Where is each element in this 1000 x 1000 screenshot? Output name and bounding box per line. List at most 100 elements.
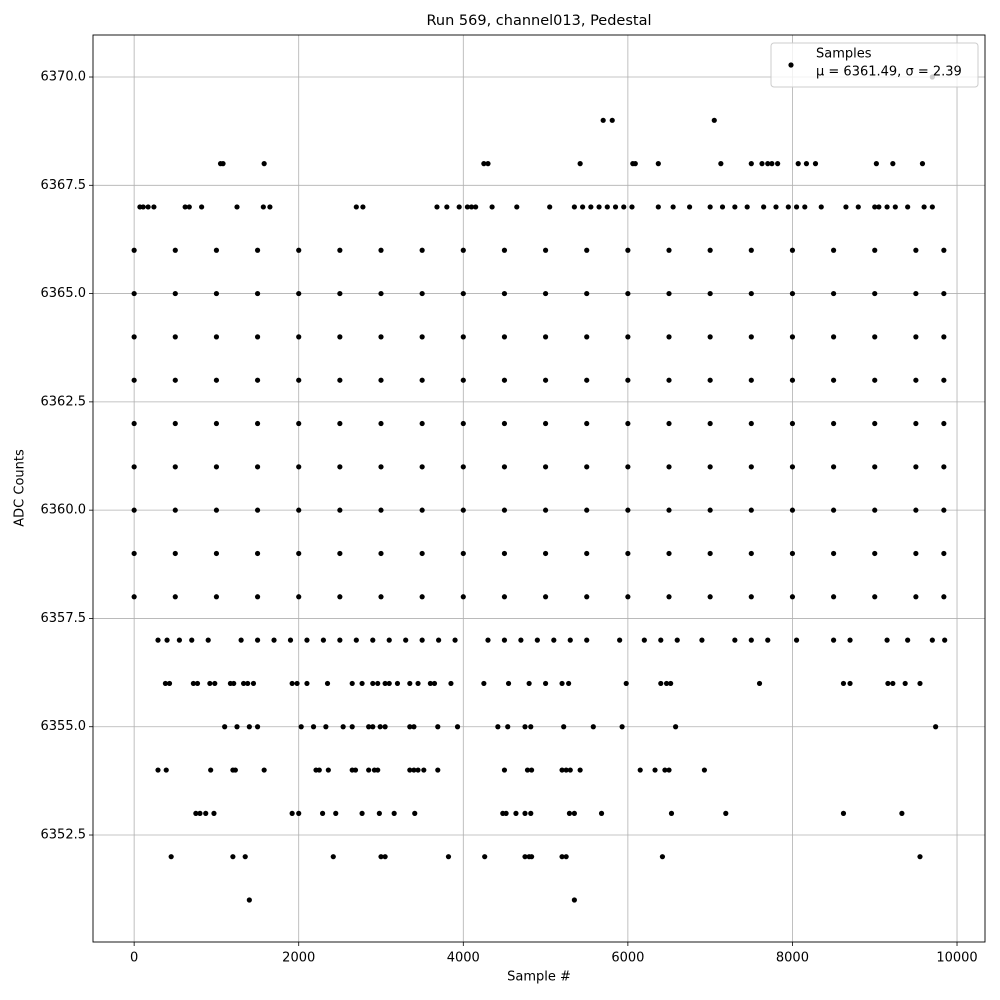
data-point xyxy=(260,204,266,210)
data-point xyxy=(386,637,392,643)
data-point xyxy=(830,420,837,427)
y-tick-label: 6370.0 xyxy=(41,70,87,85)
data-point xyxy=(337,334,343,340)
y-tick-label: 6357.5 xyxy=(41,611,87,626)
data-point xyxy=(289,810,295,816)
data-point xyxy=(378,334,384,340)
data-point xyxy=(473,204,479,210)
data-point xyxy=(296,810,302,816)
data-point xyxy=(847,637,853,643)
data-point xyxy=(333,810,339,816)
data-point xyxy=(785,204,791,210)
data-point xyxy=(941,334,947,340)
data-point xyxy=(448,680,454,687)
data-point xyxy=(707,247,713,253)
data-point xyxy=(131,420,137,427)
data-point xyxy=(528,767,535,773)
data-point xyxy=(526,680,532,687)
data-point xyxy=(485,637,491,643)
data-point xyxy=(213,507,220,513)
data-point xyxy=(254,464,261,470)
data-point xyxy=(464,204,471,210)
data-point xyxy=(370,637,376,643)
data-point xyxy=(378,420,384,427)
data-point xyxy=(625,377,631,383)
data-point xyxy=(431,680,438,687)
data-point xyxy=(213,550,220,557)
data-point xyxy=(166,680,173,687)
data-point xyxy=(445,854,452,860)
data-point xyxy=(330,854,336,860)
data-point xyxy=(666,290,672,297)
data-point xyxy=(625,290,631,297)
data-point xyxy=(748,594,754,600)
data-point xyxy=(382,724,388,730)
data-point xyxy=(941,550,947,557)
data-point xyxy=(337,550,343,557)
data-point xyxy=(261,161,267,167)
data-point xyxy=(899,810,905,816)
data-point xyxy=(892,204,898,210)
data-point xyxy=(242,854,248,860)
data-point xyxy=(246,897,252,903)
data-point xyxy=(501,377,508,383)
data-point xyxy=(596,204,602,210)
data-point xyxy=(872,290,878,297)
data-point xyxy=(884,204,890,210)
legend-label: Samples xyxy=(816,47,872,62)
data-point xyxy=(528,724,534,730)
data-point xyxy=(542,550,549,557)
data-point xyxy=(941,377,947,383)
data-point xyxy=(213,290,220,297)
data-point xyxy=(421,767,427,773)
data-point xyxy=(701,767,707,773)
data-point xyxy=(375,680,381,687)
data-point xyxy=(933,724,939,730)
data-point xyxy=(890,161,896,167)
data-point xyxy=(460,594,466,600)
legend-box xyxy=(770,42,979,88)
data-point xyxy=(131,507,137,513)
data-point xyxy=(566,680,572,687)
data-point xyxy=(360,204,366,210)
data-point xyxy=(625,507,631,513)
data-point xyxy=(366,724,372,730)
data-point xyxy=(789,594,796,600)
data-point xyxy=(131,550,137,557)
data-point xyxy=(296,594,302,600)
data-point xyxy=(501,290,508,297)
data-point xyxy=(707,594,713,600)
data-point xyxy=(666,507,672,513)
data-point xyxy=(756,680,763,687)
data-point xyxy=(378,550,384,557)
data-point xyxy=(349,680,355,687)
data-point xyxy=(929,204,935,210)
data-point xyxy=(254,420,261,427)
data-point xyxy=(941,420,947,427)
data-point xyxy=(481,161,487,167)
data-point xyxy=(271,637,277,643)
data-point xyxy=(629,204,635,210)
data-point xyxy=(172,377,178,383)
data-point xyxy=(394,680,401,687)
data-point xyxy=(913,507,919,513)
data-point xyxy=(391,810,397,816)
data-point xyxy=(658,680,664,687)
data-point xyxy=(294,680,300,687)
y-tick-label: 6365.0 xyxy=(41,286,87,301)
data-point xyxy=(905,204,911,210)
data-point xyxy=(789,290,796,297)
data-point xyxy=(789,507,796,513)
data-point xyxy=(254,290,261,297)
data-point xyxy=(460,247,466,253)
data-point xyxy=(254,637,261,643)
data-point xyxy=(222,724,228,730)
data-point xyxy=(559,854,565,860)
data-point xyxy=(577,767,583,773)
data-point xyxy=(773,204,779,210)
data-point xyxy=(382,854,388,860)
data-point xyxy=(584,464,590,470)
data-point xyxy=(658,637,664,643)
data-point xyxy=(131,334,137,340)
data-point xyxy=(287,637,294,643)
